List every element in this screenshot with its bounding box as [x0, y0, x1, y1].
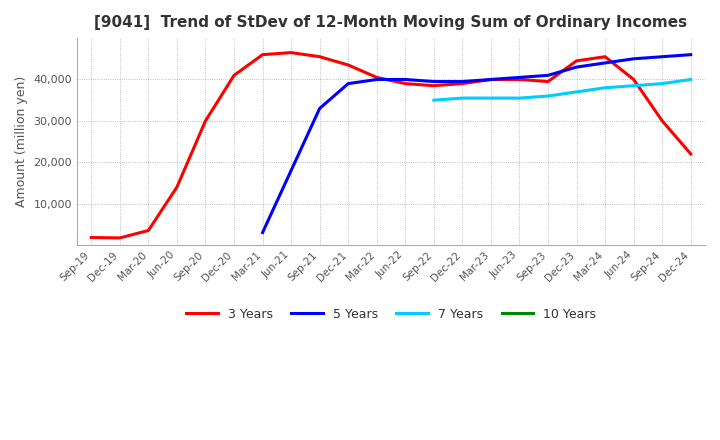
7 Years	[458, 95, 467, 101]
3 Years	[258, 52, 267, 57]
5 Years	[430, 79, 438, 84]
5 Years	[515, 75, 523, 80]
3 Years	[572, 58, 581, 63]
3 Years	[600, 54, 609, 59]
3 Years	[629, 77, 638, 82]
5 Years	[629, 56, 638, 62]
Y-axis label: Amount (million yen): Amount (million yen)	[15, 76, 28, 207]
5 Years	[458, 79, 467, 84]
3 Years	[115, 235, 124, 241]
3 Years	[87, 235, 96, 240]
3 Years	[458, 81, 467, 86]
Line: 5 Years: 5 Years	[263, 55, 690, 233]
5 Years	[315, 106, 324, 111]
5 Years	[487, 77, 495, 82]
7 Years	[487, 95, 495, 101]
3 Years	[315, 54, 324, 59]
3 Years	[487, 77, 495, 82]
7 Years	[600, 85, 609, 90]
5 Years	[658, 54, 667, 59]
5 Years	[287, 168, 295, 173]
Legend: 3 Years, 5 Years, 7 Years, 10 Years: 3 Years, 5 Years, 7 Years, 10 Years	[181, 303, 600, 326]
3 Years	[686, 151, 695, 157]
3 Years	[544, 79, 552, 84]
5 Years	[544, 73, 552, 78]
3 Years	[344, 62, 353, 68]
3 Years	[658, 118, 667, 124]
3 Years	[230, 73, 238, 78]
5 Years	[686, 52, 695, 57]
5 Years	[344, 81, 353, 86]
7 Years	[629, 83, 638, 88]
5 Years	[600, 60, 609, 66]
3 Years	[201, 118, 210, 124]
Line: 3 Years: 3 Years	[91, 53, 690, 238]
5 Years	[572, 64, 581, 70]
5 Years	[372, 77, 381, 82]
7 Years	[572, 89, 581, 95]
7 Years	[515, 95, 523, 101]
3 Years	[515, 77, 523, 82]
Title: [9041]  Trend of StDev of 12-Month Moving Sum of Ordinary Incomes: [9041] Trend of StDev of 12-Month Moving…	[94, 15, 688, 30]
3 Years	[430, 83, 438, 88]
7 Years	[686, 77, 695, 82]
7 Years	[544, 93, 552, 99]
3 Years	[287, 50, 295, 55]
3 Years	[173, 184, 181, 190]
7 Years	[658, 81, 667, 86]
7 Years	[430, 98, 438, 103]
3 Years	[372, 75, 381, 80]
3 Years	[401, 81, 410, 86]
5 Years	[258, 230, 267, 235]
5 Years	[401, 77, 410, 82]
Line: 7 Years: 7 Years	[434, 80, 690, 100]
3 Years	[144, 228, 153, 233]
